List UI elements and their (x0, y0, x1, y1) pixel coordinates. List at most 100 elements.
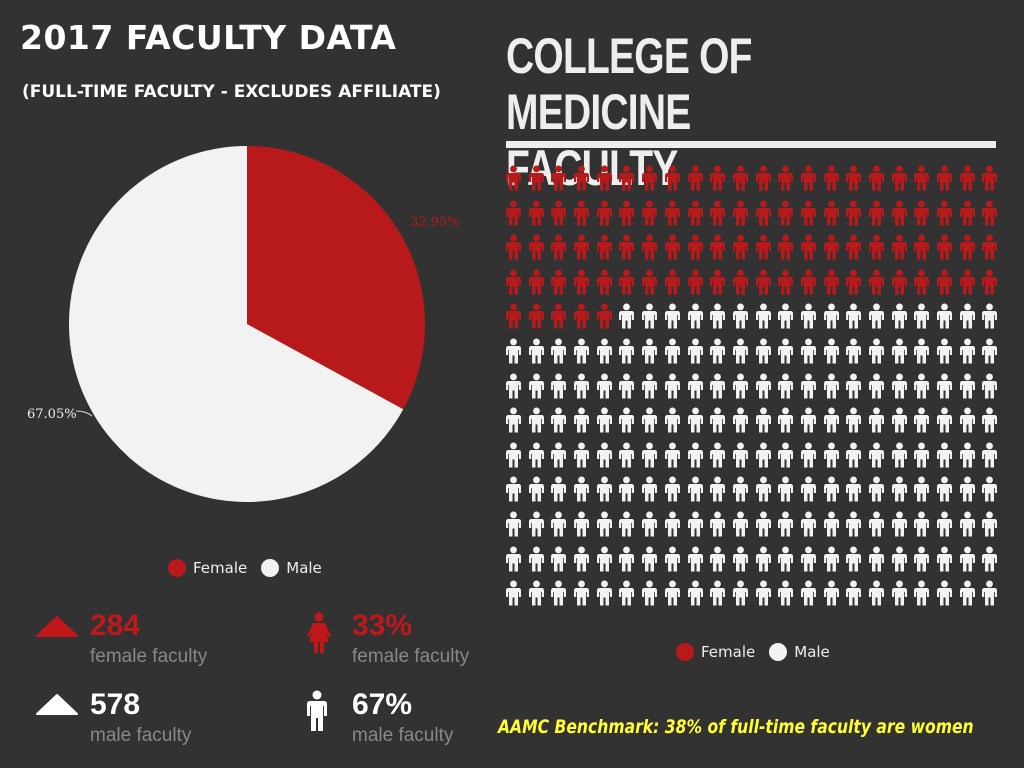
person-icon-female (664, 269, 687, 304)
person-icon-male (687, 303, 710, 338)
person-icon-female (891, 200, 914, 235)
person-icon-male (550, 511, 573, 546)
person-icon-male (641, 546, 664, 581)
person-icon-male (664, 338, 687, 373)
person-icon-male (755, 303, 778, 338)
legend-label-male: Male (794, 643, 830, 661)
title-rule (506, 141, 996, 148)
person-icon-male (687, 442, 710, 477)
person-icon-male (709, 303, 732, 338)
person-icon-male (959, 303, 982, 338)
person-icon-male (981, 580, 1004, 615)
person-icon-male (550, 407, 573, 442)
person-icon-male (845, 407, 868, 442)
person-icon-male (891, 546, 914, 581)
person-icon-male (936, 303, 959, 338)
person-icon-male (845, 511, 868, 546)
person-icon-female (732, 269, 755, 304)
person-icon-male (687, 476, 710, 511)
person-icon-male (732, 442, 755, 477)
person-icon-male (868, 338, 891, 373)
person-icon-male (800, 303, 823, 338)
person-icon-male (709, 338, 732, 373)
person-icon-female (505, 269, 528, 304)
person-icon-male (618, 303, 641, 338)
person-icon-male (550, 580, 573, 615)
person-icon-female (505, 200, 528, 235)
person-icon-male (573, 373, 596, 408)
person-icon-female (641, 269, 664, 304)
pie-slice-male (68, 146, 404, 502)
person-icon-male (596, 373, 619, 408)
person-icon-male (959, 546, 982, 581)
person-icon-male (618, 546, 641, 581)
person-icon-male (664, 546, 687, 581)
person-icon-male (550, 476, 573, 511)
person-icon-female (505, 234, 528, 269)
person-icon-male (687, 338, 710, 373)
person-icon-female (505, 165, 528, 200)
person-icon-female (709, 234, 732, 269)
female-percent-label: female faculty (352, 646, 470, 667)
person-icon-male (687, 511, 710, 546)
person-icon-female (596, 234, 619, 269)
person-icon-male (800, 546, 823, 581)
person-icon-male (845, 303, 868, 338)
person-icon-female (641, 200, 664, 235)
person-icon-male (823, 442, 846, 477)
male-count-value: 578 (90, 688, 141, 721)
person-icon-male (709, 546, 732, 581)
person-icon-male (618, 407, 641, 442)
person-icon-male (959, 476, 982, 511)
person-icon-male (573, 338, 596, 373)
pie-legend: Female Male (168, 559, 336, 577)
person-icon-female (913, 200, 936, 235)
person-icon-male (528, 580, 551, 615)
person-icon-male (505, 373, 528, 408)
person-icon-male (505, 442, 528, 477)
person-icon-male (732, 546, 755, 581)
person-icon-male (845, 442, 868, 477)
person-icon-male (913, 373, 936, 408)
person-icon-male (959, 373, 982, 408)
person-icon-female (823, 269, 846, 304)
person-icon-male (505, 580, 528, 615)
page-subtitle: (FULL-TIME FACULTY - EXCLUDES AFFILIATE) (22, 82, 441, 102)
person-icon-male (891, 338, 914, 373)
person-icon-male (755, 338, 778, 373)
person-icon-female (891, 165, 914, 200)
person-icon-male (732, 511, 755, 546)
person-icon-male (664, 476, 687, 511)
person-icon-female (936, 234, 959, 269)
person-icon-female (550, 269, 573, 304)
person-icon-male (528, 546, 551, 581)
person-icon-male (981, 546, 1004, 581)
person-icon-female (777, 269, 800, 304)
person-icon-female (845, 269, 868, 304)
person-icon-male (664, 580, 687, 615)
person-icon-male (936, 580, 959, 615)
person-icon-female (687, 165, 710, 200)
person-icon-female (755, 269, 778, 304)
person-icon-male (505, 338, 528, 373)
person-icon-male (913, 442, 936, 477)
person-icon-male (868, 373, 891, 408)
person-icon-male (505, 476, 528, 511)
person-icon-female (800, 269, 823, 304)
person-icon-male (755, 546, 778, 581)
person-icon-male (573, 580, 596, 615)
person-icon-female (981, 269, 1004, 304)
person-icon-male (913, 338, 936, 373)
person-icon-male (823, 476, 846, 511)
person-icon-male (641, 303, 664, 338)
person-icon-female (913, 269, 936, 304)
person-icon-female (573, 200, 596, 235)
person-icon-male (528, 476, 551, 511)
faculty-pictogram (505, 165, 1005, 615)
person-icon-female (573, 269, 596, 304)
person-icon-male (709, 407, 732, 442)
person-icon-male (823, 407, 846, 442)
person-icon-male (936, 407, 959, 442)
person-icon-male (664, 303, 687, 338)
person-icon-female (573, 165, 596, 200)
